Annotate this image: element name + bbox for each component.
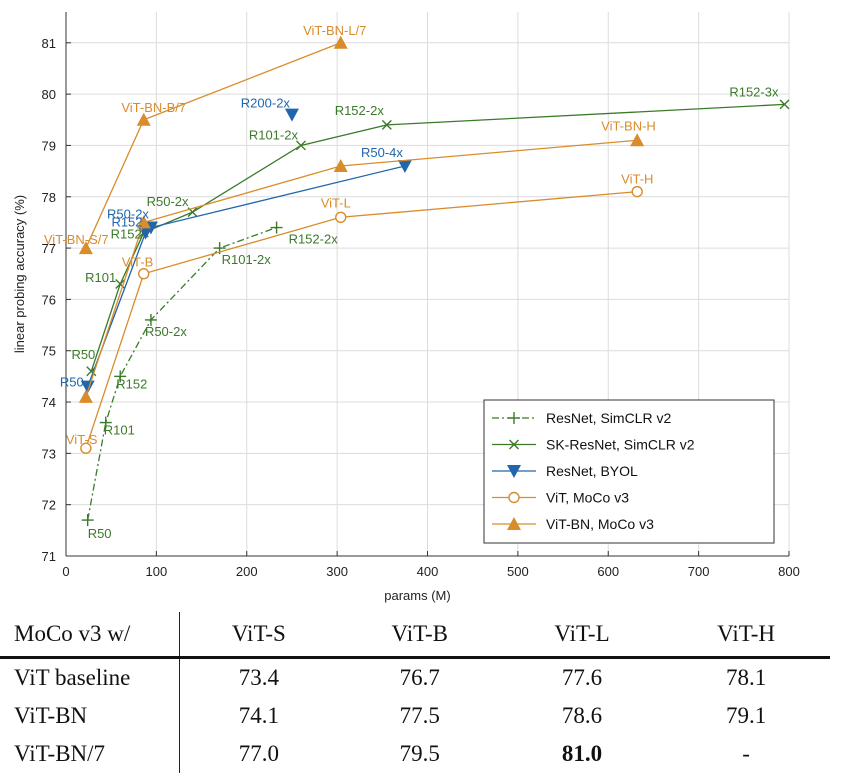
data-point bbox=[82, 514, 94, 526]
x-tick-label: 600 bbox=[597, 564, 619, 579]
table-corner-header: MoCo v3 w/ bbox=[0, 612, 180, 658]
table-cell: 77.0 bbox=[180, 735, 338, 773]
table-row-header: ViT baseline bbox=[0, 658, 180, 698]
point-label: R152 bbox=[116, 376, 147, 391]
x-tick-label: 100 bbox=[146, 564, 168, 579]
point-label: ViT-H bbox=[621, 172, 653, 187]
y-tick-label: 78 bbox=[42, 190, 56, 205]
table-cell: 78.1 bbox=[662, 658, 830, 698]
x-tick-label: 700 bbox=[688, 564, 710, 579]
legend-label: ResNet, BYOL bbox=[546, 463, 638, 479]
y-tick-label: 80 bbox=[42, 87, 56, 102]
point-label: ViT-BN-L/7 bbox=[303, 23, 366, 38]
x-tick-label: 300 bbox=[326, 564, 348, 579]
data-point bbox=[398, 160, 412, 173]
y-tick-label: 73 bbox=[42, 446, 56, 461]
y-tick-label: 76 bbox=[42, 292, 56, 307]
point-label: R152-3x bbox=[729, 84, 779, 99]
series-line bbox=[86, 140, 637, 397]
point-label: R101 bbox=[104, 423, 135, 438]
x-tick-label: 500 bbox=[507, 564, 529, 579]
point-label: R101-2x bbox=[222, 252, 272, 267]
point-label: ViT-S bbox=[66, 432, 98, 447]
table-cell: 79.1 bbox=[662, 697, 830, 735]
point-label: R101 bbox=[85, 270, 116, 285]
point-label: R152-2x bbox=[335, 103, 385, 118]
point-label: ViT-L bbox=[321, 195, 351, 210]
table-column-header: ViT-H bbox=[662, 612, 830, 658]
data-point bbox=[630, 133, 644, 146]
data-point bbox=[271, 222, 283, 234]
legend-entry: ResNet, BYOL bbox=[492, 463, 638, 479]
table-row-header: ViT-BN/7 bbox=[0, 735, 180, 773]
data-point bbox=[632, 187, 642, 197]
table-column-header: ViT-S bbox=[180, 612, 338, 658]
point-label: ViT-BN-S/7 bbox=[44, 232, 109, 247]
table-row-header: ViT-BN bbox=[0, 697, 180, 735]
table-cell: 81.0 bbox=[502, 735, 662, 773]
table-cell: - bbox=[662, 735, 830, 773]
table-cell: 78.6 bbox=[502, 697, 662, 735]
y-tick-label: 72 bbox=[42, 498, 56, 513]
y-tick-label: 81 bbox=[42, 36, 56, 51]
point-label: R50-2x bbox=[147, 194, 189, 209]
x-tick-label: 400 bbox=[417, 564, 439, 579]
point-label: R101-2x bbox=[249, 127, 299, 142]
y-axis-title: linear probing accuracy (%) bbox=[12, 195, 27, 353]
table-cell: 79.5 bbox=[338, 735, 502, 773]
table-column-header: ViT-B bbox=[338, 612, 502, 658]
data-point bbox=[336, 212, 346, 222]
y-tick-label: 79 bbox=[42, 138, 56, 153]
y-tick-label: 75 bbox=[42, 344, 56, 359]
legend-label: SK-ResNet, SimCLR v2 bbox=[546, 437, 695, 453]
legend-marker bbox=[509, 493, 519, 503]
x-tick-label: 0 bbox=[62, 564, 69, 579]
series-0 bbox=[82, 222, 283, 527]
point-label: R50 bbox=[71, 347, 95, 362]
series-1 bbox=[87, 100, 789, 376]
table-cell: 76.7 bbox=[338, 658, 502, 698]
legend-label: ViT-BN, MoCo v3 bbox=[546, 516, 654, 532]
legend-label: ViT, MoCo v3 bbox=[546, 490, 629, 506]
table-cell: 77.5 bbox=[338, 697, 502, 735]
x-tick-label: 800 bbox=[778, 564, 800, 579]
point-label: R50-2x bbox=[145, 324, 187, 339]
table-cell: 73.4 bbox=[180, 658, 338, 698]
point-label: ViT-BN-B/7 bbox=[121, 100, 186, 115]
table-cell: 77.6 bbox=[502, 658, 662, 698]
chart-legend: ResNet, SimCLR v2 SK-ResNet, SimCLR v2 Res… bbox=[484, 400, 774, 543]
point-label: ViT-B bbox=[122, 255, 154, 270]
data-point bbox=[139, 269, 149, 279]
point-label: R50 bbox=[60, 375, 84, 390]
legend-label: ResNet, SimCLR v2 bbox=[546, 410, 671, 426]
x-axis-title: params (M) bbox=[384, 588, 450, 603]
point-label: ViT-BN-H bbox=[601, 118, 656, 133]
data-point bbox=[79, 390, 93, 403]
table-column-header: ViT-L bbox=[502, 612, 662, 658]
point-label: R50 bbox=[88, 526, 112, 541]
y-tick-label: 71 bbox=[42, 549, 56, 564]
x-tick-label: 200 bbox=[236, 564, 258, 579]
point-label: R152-2x bbox=[289, 232, 339, 247]
series-line bbox=[91, 104, 784, 371]
point-label: R50-4x bbox=[361, 145, 403, 160]
point-label: R200-2x bbox=[241, 96, 291, 111]
table-cell: 74.1 bbox=[180, 697, 338, 735]
point-label: R50-2x bbox=[107, 207, 149, 222]
y-tick-label: 74 bbox=[42, 395, 56, 410]
